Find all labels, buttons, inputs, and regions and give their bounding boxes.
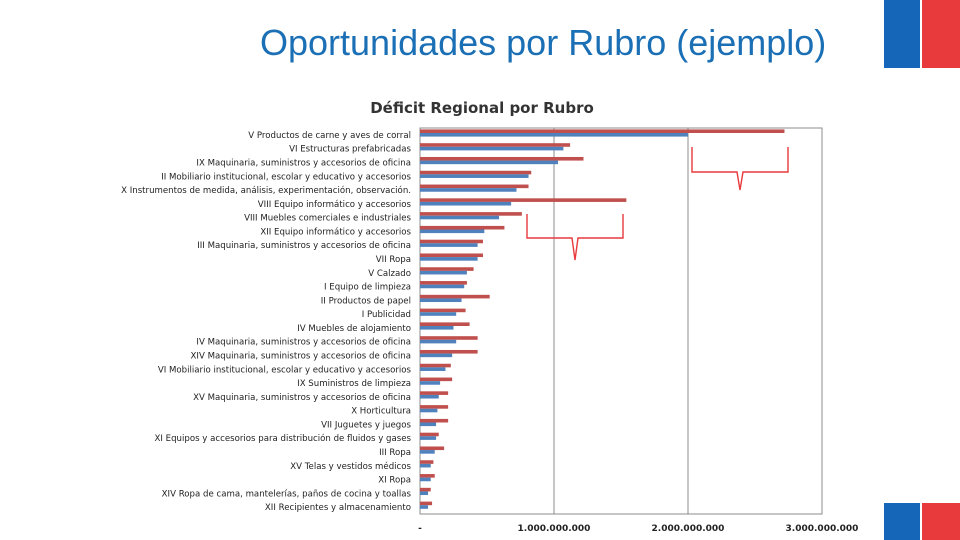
bar-series-blue [420, 215, 500, 220]
bar-series-blue [420, 394, 439, 399]
category-label: VI Estructuras prefabricadas [289, 145, 411, 155]
category-label: XI Ropa [378, 476, 411, 486]
bar-series-red [420, 212, 522, 216]
category-label: XV Telas y vestidos médicos [290, 461, 411, 472]
slide-title: Oportunidades por Rubro (ejemplo) [260, 22, 827, 63]
category-label: VII Juguetes y juegos [321, 420, 411, 430]
bar-series-red [420, 391, 449, 395]
flag-stripe-red-bottom [922, 503, 960, 540]
bar-series-blue [420, 298, 462, 303]
category-label: X Horticultura [351, 407, 411, 417]
bar-series-blue [420, 257, 478, 261]
bar-series-blue [420, 270, 467, 275]
bar-series-red [420, 225, 505, 230]
x-tick-label: 1.000.000.000 [518, 524, 591, 534]
bar-series-red [420, 322, 470, 326]
x-tick-label: - [418, 524, 422, 534]
bar-series-blue [420, 505, 429, 509]
bar-series-red [420, 267, 474, 271]
bar-series-blue [420, 326, 454, 330]
bar-series-blue [420, 312, 457, 316]
bar-series-blue [420, 408, 438, 413]
bar-series-red [420, 474, 435, 478]
bar-series-red [420, 501, 433, 506]
flag-stripe-blue-bottom [884, 503, 920, 540]
category-label: XII Equipo informático y accesorios [260, 227, 411, 237]
category-label: III Maquinaria, suministros y accesorios… [197, 241, 411, 251]
bar-series-blue [420, 381, 441, 385]
bar-series-red [420, 308, 466, 313]
bar-series-blue [420, 133, 688, 137]
category-label: IX Maquinaria, suministros y accesorios … [196, 158, 411, 168]
category-label: XI Equipos y accesorios para distribució… [155, 433, 412, 444]
x-tick-label: 3.000.000.000 [786, 524, 859, 534]
bar-series-red [420, 460, 434, 464]
category-label: XIV Ropa de cama, mantelerías, paños de … [162, 489, 412, 499]
bracket-top-right [691, 147, 789, 191]
bar-series-blue [420, 436, 437, 440]
category-label: IX Suministros de limpieza [297, 379, 411, 389]
bar-series-red [420, 253, 483, 258]
category-label: IV Maquinaria, suministros y accesorios … [196, 338, 411, 348]
bar-series-red [420, 143, 571, 147]
bar-series-blue [420, 146, 564, 151]
bar-series-red [420, 156, 584, 161]
category-label: X Instrumentos de medida, análisis, expe… [121, 185, 411, 196]
bar-series-red [420, 184, 529, 189]
bracket-middle [526, 214, 624, 261]
bar-series-blue [420, 450, 435, 454]
bar-series-red [420, 363, 451, 368]
bar-series-blue [420, 367, 446, 371]
flag-stripe-red-top [922, 0, 960, 68]
category-label: VI Mobiliario institucional, escolar y e… [158, 365, 412, 375]
bar-series-blue [420, 174, 529, 178]
category-label: V Calzado [368, 269, 411, 279]
bar-series-blue [420, 477, 431, 482]
bar-series-blue [420, 491, 429, 496]
category-label: VIII Muebles comerciales e industriales [244, 214, 411, 224]
bar-series-blue [420, 188, 517, 192]
bar-series-blue [420, 353, 453, 358]
bar-series-red [420, 405, 449, 409]
bar-series-red [420, 129, 785, 133]
x-tick-label: 2.000.000.000 [652, 524, 725, 534]
bar-series-red [420, 294, 490, 299]
bar-series-blue [420, 201, 512, 206]
category-label: I Equipo de limpieza [324, 283, 411, 293]
bar-series-red [420, 446, 445, 451]
category-label: II Productos de papel [321, 296, 411, 306]
bar-series-blue [420, 160, 559, 165]
category-label: XIV Maquinaria, suministros y accesorios… [191, 351, 411, 361]
bar-series-blue [420, 339, 457, 344]
bar-series-red [420, 487, 431, 492]
bar-series-blue [420, 422, 437, 427]
bar-series-red [420, 432, 439, 437]
bar-series-red [420, 239, 483, 244]
flag-stripe-blue-top [884, 0, 920, 68]
category-label: VII Ropa [376, 255, 411, 265]
category-label: VIII Equipo informático y accesorios [258, 200, 412, 210]
category-label: IV Muebles de alojamiento [297, 324, 411, 334]
bar-series-red [420, 349, 478, 354]
bar-series-red [420, 198, 627, 202]
bar-series-red [420, 418, 449, 423]
bar-series-red [420, 281, 467, 285]
bar-series-blue [420, 243, 478, 247]
bar-series-blue [420, 229, 485, 234]
chart-title: Déficit Regional por Rubro [370, 99, 594, 117]
bar-series-red [420, 170, 532, 175]
category-label: XV Maquinaria, suministros y accesorios … [193, 393, 411, 403]
category-label: III Ropa [379, 448, 411, 458]
bar-series-blue [420, 284, 465, 289]
bar-series-red [420, 336, 478, 340]
bar-series-red [420, 377, 453, 382]
category-label: I Publicidad [362, 310, 411, 320]
category-label: II Mobiliario institucional, escolar y e… [161, 172, 411, 182]
category-label: V Productos de carne y aves de corral [248, 131, 411, 141]
bar-series-blue [420, 463, 431, 468]
category-label: XII Recipientes y almacenamiento [265, 503, 411, 513]
